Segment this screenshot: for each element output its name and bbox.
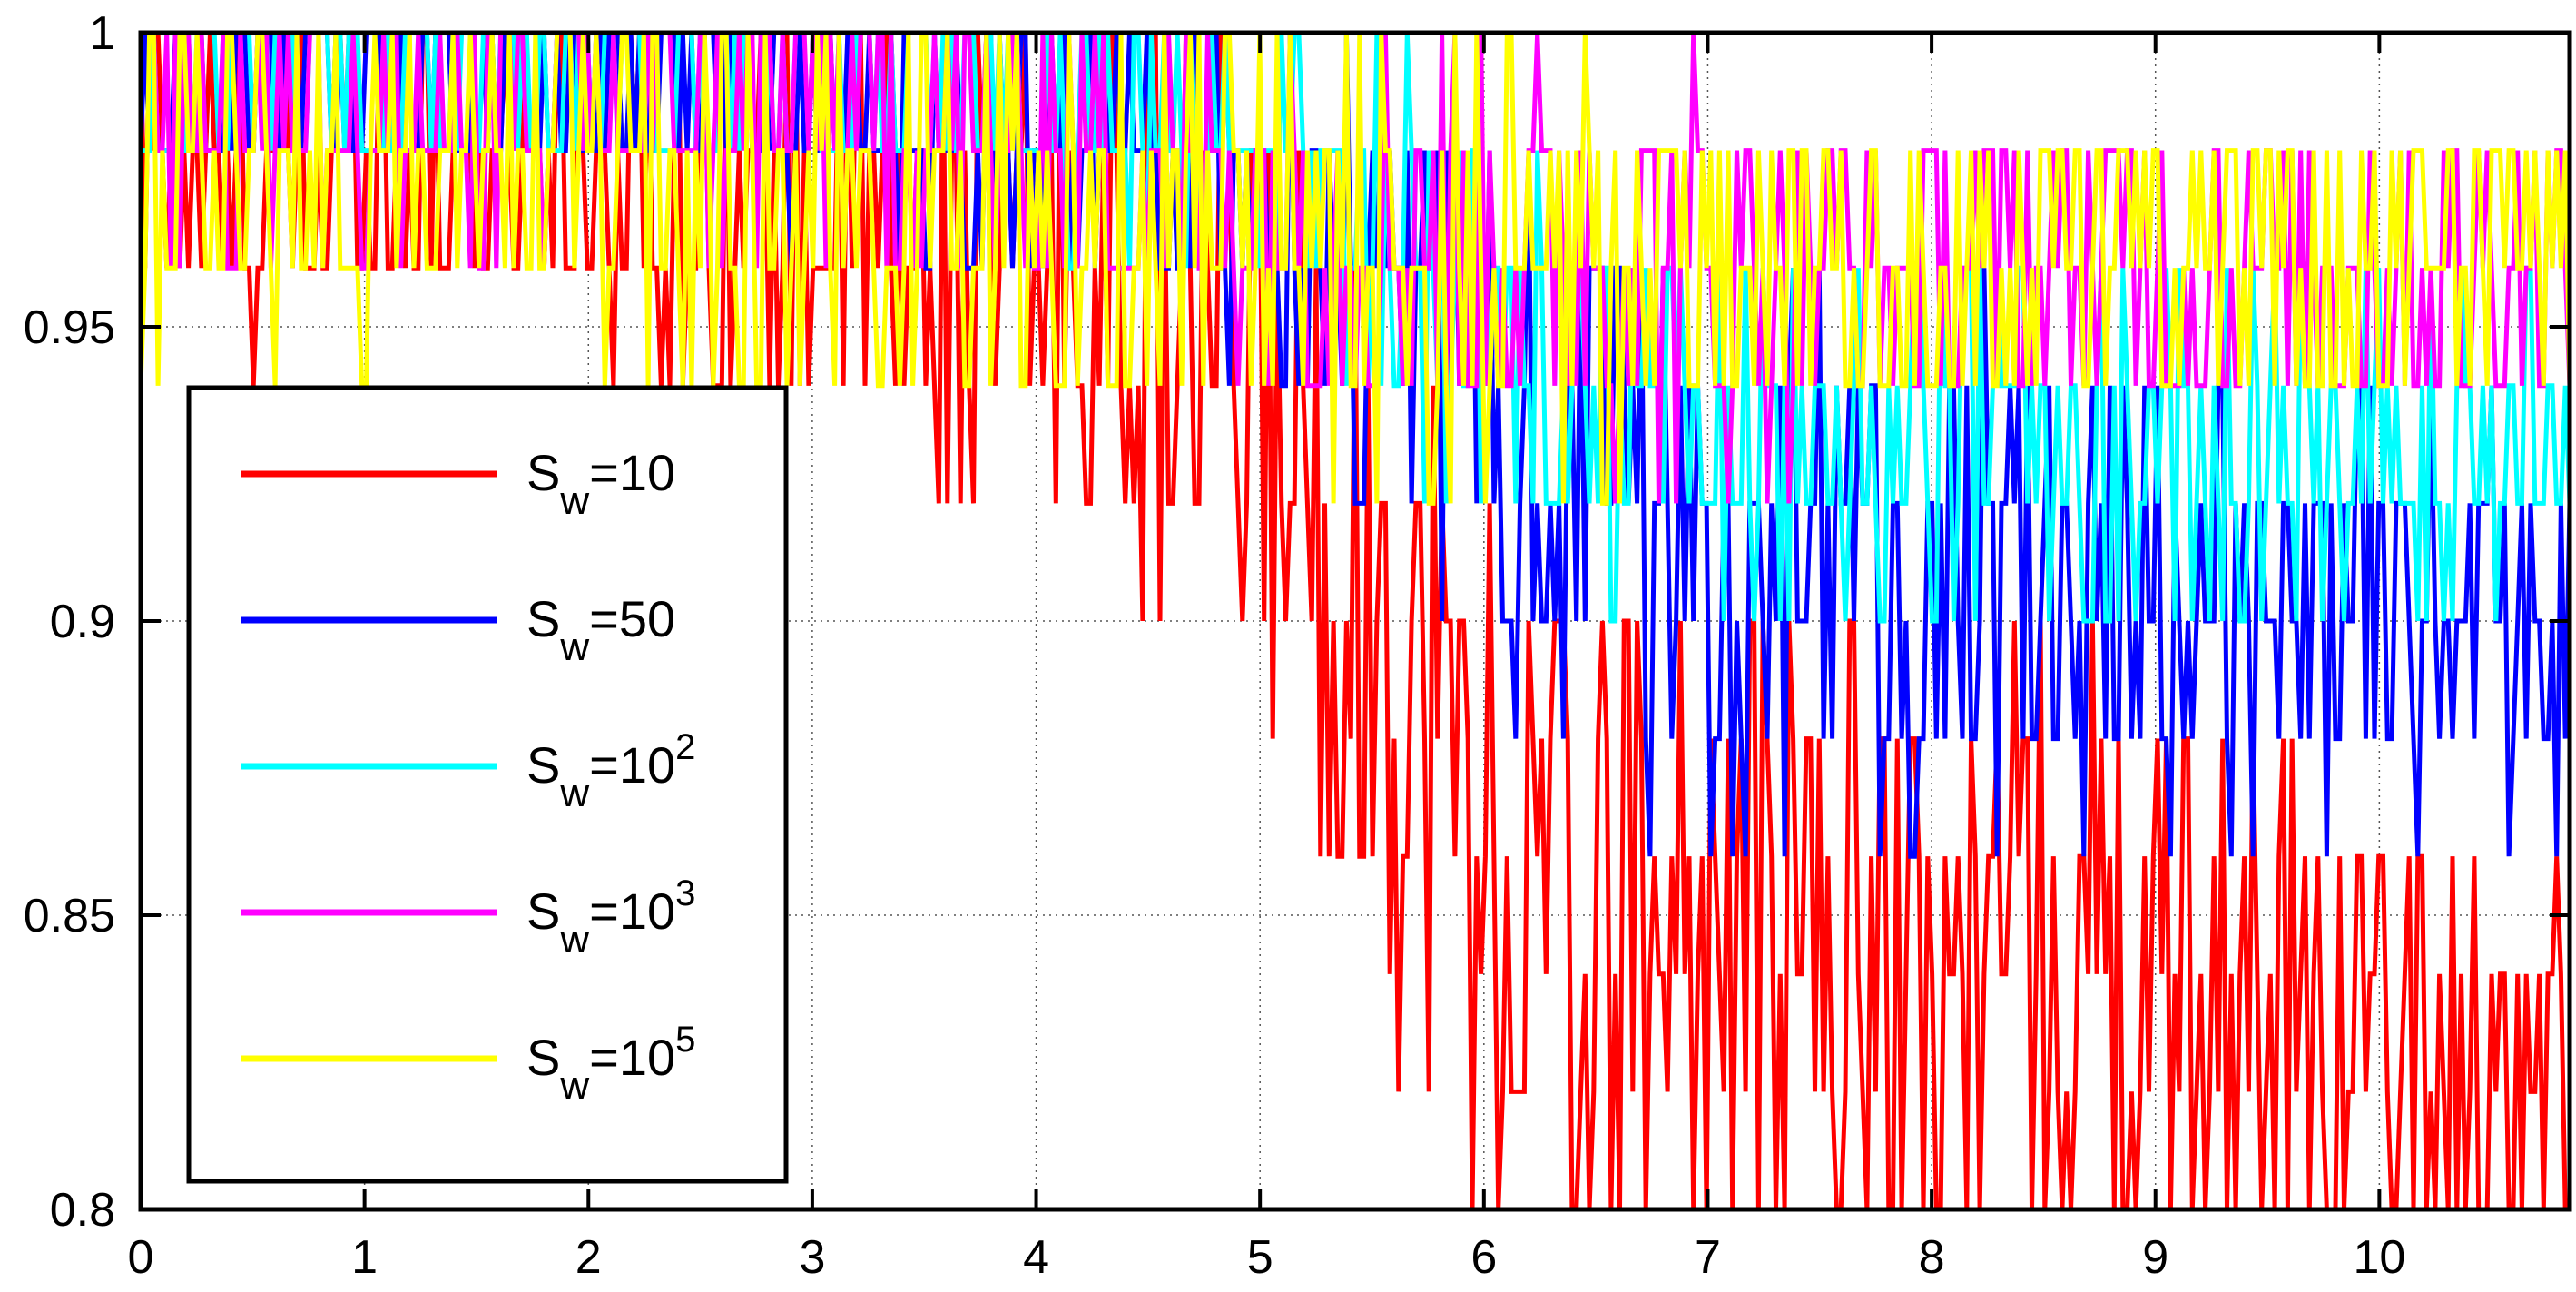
- y-tick-label: 0.8: [50, 1184, 115, 1237]
- x-tick-label: 3: [799, 1231, 825, 1284]
- y-tick-label: 0.85: [24, 890, 115, 942]
- legend-label-mid: =10: [589, 883, 675, 940]
- legend-label-mid: =10: [589, 444, 675, 501]
- x-tick-label: 8: [1919, 1231, 1945, 1284]
- legend-label-mid: =10: [589, 736, 675, 794]
- legend-label-base: S: [526, 590, 560, 647]
- legend-box: [186, 385, 789, 1184]
- y-tick-label: 0.95: [24, 301, 115, 354]
- legend-label-sub: w: [559, 625, 589, 669]
- x-tick-label: 2: [575, 1231, 602, 1284]
- legend-label-sub: w: [559, 478, 589, 523]
- legend-label-sup: 5: [675, 1020, 695, 1060]
- legend-label: Sw=102: [526, 727, 695, 815]
- legend-label-base: S: [526, 444, 560, 501]
- legend-item: Sw=105: [241, 1020, 695, 1108]
- legend-label: Sw=103: [526, 873, 695, 962]
- x-tick-label: 6: [1470, 1231, 1497, 1284]
- y-tick-label: 0.9: [50, 596, 115, 648]
- x-tick-label: 9: [2142, 1231, 2168, 1284]
- x-tick-label: 10: [2353, 1231, 2405, 1284]
- legend-label: Sw=10: [526, 444, 675, 523]
- legend-label-sub: w: [559, 917, 589, 962]
- y-tick-label: 1: [89, 7, 115, 60]
- axis-ticks: 0 1 2 3 4 5 6 7 8 9 10 0.8 0.85 0.9 0.95 1: [24, 7, 2570, 1284]
- legend-label-sup: 2: [675, 727, 695, 767]
- x-tick-label: 0: [128, 1231, 154, 1284]
- legend-label-sup: 3: [675, 873, 695, 913]
- legend-item: Sw=10: [241, 444, 675, 523]
- legend-label-base: S: [526, 883, 560, 940]
- legend-item: Sw=103: [241, 873, 695, 962]
- legend-label-mid: =50: [589, 590, 675, 647]
- x-tick-label: 5: [1247, 1231, 1273, 1284]
- legend-label-mid: =10: [589, 1029, 675, 1086]
- legend-label-sub: w: [559, 1063, 589, 1108]
- legend-label-sub: w: [559, 771, 589, 815]
- legend-label-base: S: [526, 736, 560, 794]
- legend-item: Sw=102: [241, 727, 695, 815]
- series-line-5: [138, 30, 2572, 506]
- x-tick-label: 7: [1695, 1231, 1721, 1284]
- x-tick-label: 1: [351, 1231, 378, 1284]
- legend-item: Sw=50: [241, 590, 675, 669]
- legend-label-base: S: [526, 1029, 560, 1086]
- x-tick-label: 4: [1023, 1231, 1049, 1284]
- series-lines: [138, 30, 2572, 1212]
- legend-label: Sw=50: [526, 590, 675, 669]
- legend-label: Sw=105: [526, 1020, 695, 1108]
